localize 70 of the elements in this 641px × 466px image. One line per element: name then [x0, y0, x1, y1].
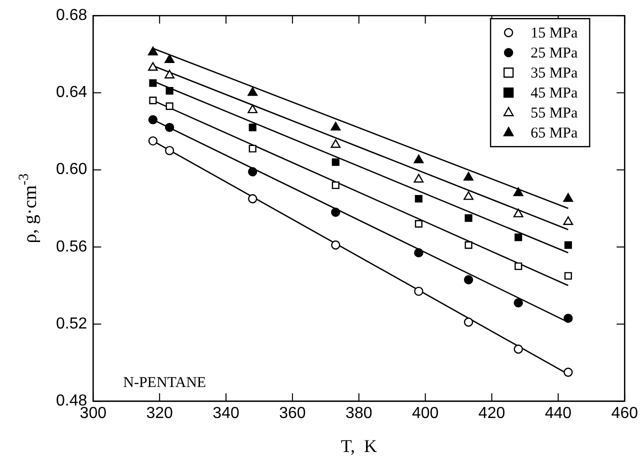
legend-label: 55 MPa	[530, 106, 578, 122]
point	[464, 191, 474, 200]
point	[248, 167, 258, 176]
point	[414, 194, 422, 203]
point	[464, 214, 472, 222]
point	[149, 79, 157, 87]
point	[513, 187, 524, 196]
x-tick-label: 340	[212, 405, 240, 422]
point	[330, 139, 341, 148]
point	[331, 208, 340, 217]
point	[332, 158, 340, 166]
point	[166, 102, 174, 110]
point	[564, 368, 573, 377]
point	[563, 193, 574, 202]
x-tick-label: 420	[478, 405, 506, 422]
point	[248, 104, 258, 114]
point	[166, 87, 174, 95]
point	[414, 286, 424, 296]
legend-label: 35 MPa	[530, 66, 578, 82]
point	[464, 241, 472, 249]
point	[148, 62, 158, 71]
y-tick-label: 0.56	[56, 238, 88, 256]
point	[164, 146, 174, 156]
point	[514, 344, 523, 354]
point	[330, 122, 341, 131]
point	[164, 70, 174, 78]
point	[414, 154, 424, 164]
point	[332, 181, 340, 190]
point	[563, 216, 574, 225]
legend-label: 25 MPa	[530, 46, 578, 62]
point	[564, 314, 573, 323]
point	[149, 96, 157, 104]
point	[148, 115, 158, 124]
point	[513, 208, 524, 218]
y-tick-label: 0.64	[56, 84, 88, 102]
point	[464, 275, 474, 284]
point	[248, 144, 256, 152]
x-tick-label: 320	[146, 405, 174, 422]
legend-label: 15 MPa	[530, 26, 578, 42]
point	[514, 298, 523, 308]
point	[164, 122, 174, 132]
x-tick-label: 360	[279, 405, 306, 422]
point	[464, 172, 474, 181]
point	[414, 220, 422, 228]
y-tick-label: 0.52	[56, 315, 88, 332]
point	[248, 194, 258, 204]
point	[248, 87, 258, 96]
x-tick-label: 440	[544, 405, 572, 422]
y-axis-title: ρ, g·cm-3	[17, 174, 41, 244]
x-axis-title: T, K	[340, 436, 377, 456]
y-tick-label: 0.60	[56, 161, 88, 178]
point	[564, 272, 572, 280]
point	[148, 136, 158, 146]
x-tick-label: 460	[611, 405, 638, 422]
y-tick-label: 0.68	[56, 7, 88, 24]
point	[414, 248, 424, 258]
legend-label: 65 MPa	[530, 126, 578, 142]
point	[514, 234, 522, 242]
point	[464, 318, 474, 327]
point	[414, 174, 424, 183]
legend-label: 45 MPa	[530, 86, 578, 102]
x-tick-label: 380	[346, 405, 372, 422]
point	[331, 240, 340, 250]
point	[514, 262, 522, 270]
point	[164, 54, 174, 64]
x-tick-label: 400	[412, 405, 439, 422]
point	[248, 124, 256, 132]
annotation: N-PENTANE	[123, 375, 206, 392]
point	[148, 46, 158, 56]
point	[564, 241, 572, 249]
